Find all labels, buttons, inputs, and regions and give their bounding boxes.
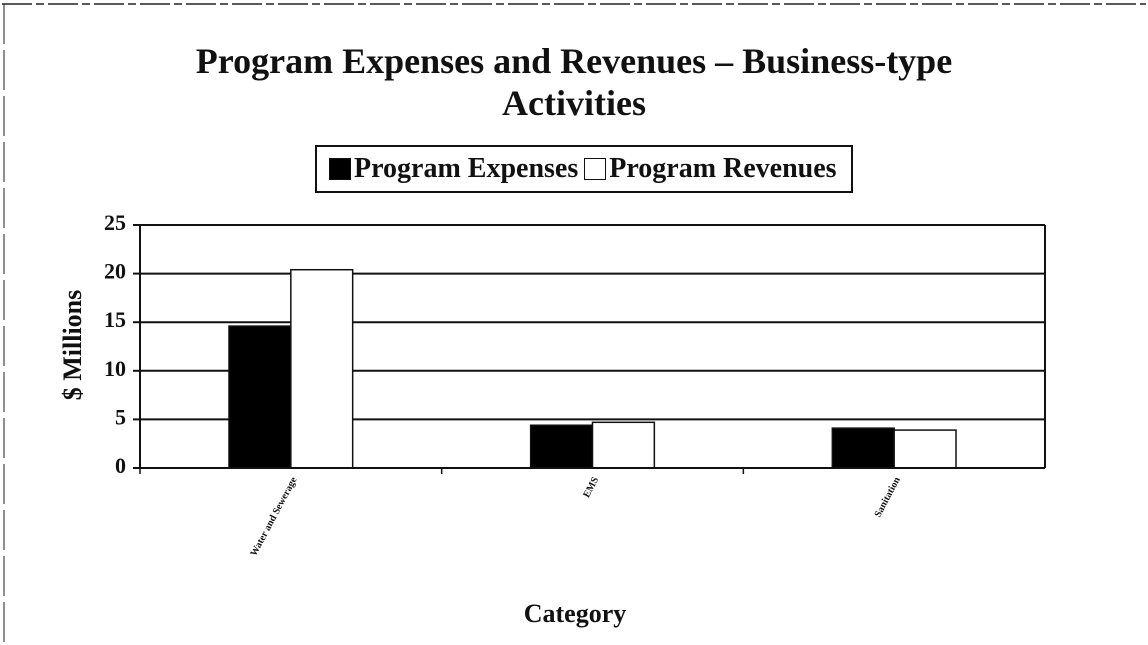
y-tick-label: 25 (104, 210, 126, 235)
bar (290, 268, 354, 469)
x-axis-label: Category (524, 599, 627, 628)
bar (591, 421, 656, 469)
bar (893, 429, 957, 469)
y-tick-label: 0 (115, 453, 126, 478)
legend-swatch (584, 158, 607, 180)
y-tick-label: 5 (115, 404, 126, 429)
x-tick-label: Sanitation (873, 475, 904, 519)
bar (831, 427, 895, 469)
legend-swatch (329, 158, 351, 180)
x-tick-label: Water and Sewerage (248, 475, 299, 558)
y-axis-label: $ Millions (58, 290, 87, 401)
bar (529, 424, 594, 469)
legend: Program Expenses Program Revenues (315, 145, 853, 193)
bar (228, 325, 292, 469)
legend-label: Program Revenues (609, 153, 837, 184)
y-tick-label: 20 (104, 259, 126, 284)
x-tick-label: EMS (581, 475, 601, 500)
y-tick-label: 15 (104, 307, 126, 332)
y-tick-label: 10 (104, 356, 126, 381)
chart-title: Program Expenses and Revenues – Business… (195, 41, 953, 123)
legend-label: Program Expenses (354, 153, 579, 184)
